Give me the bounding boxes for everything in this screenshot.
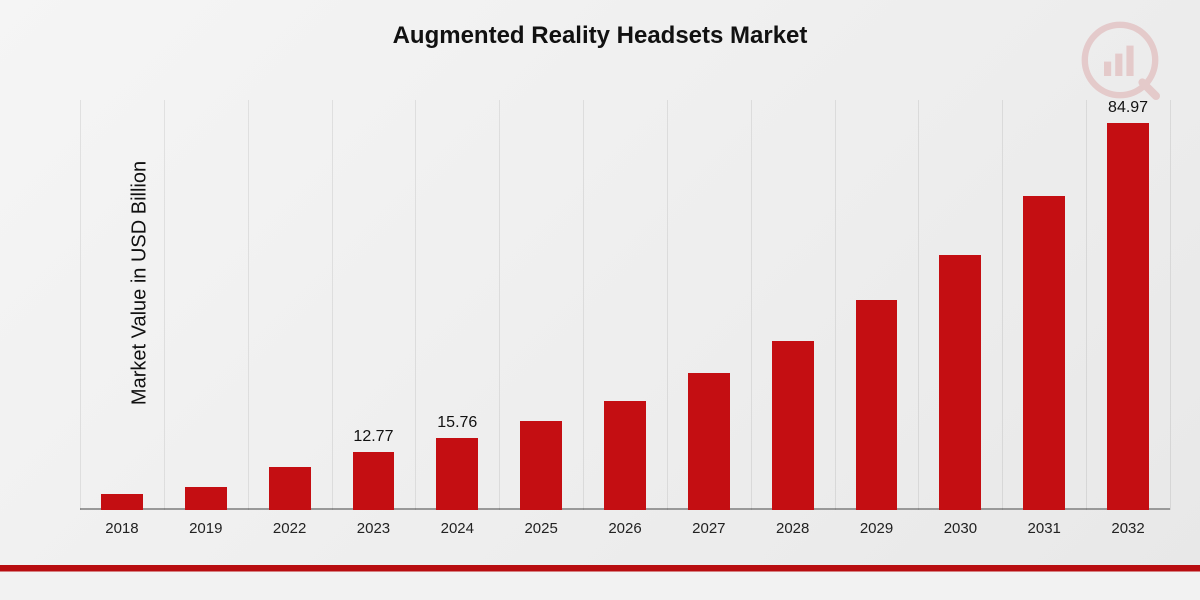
- bar: [1107, 123, 1149, 510]
- gridline: [415, 100, 416, 510]
- gridline: [248, 100, 249, 510]
- bar-value-label: 12.77: [353, 428, 393, 446]
- gridline: [332, 100, 333, 510]
- x-tick-label: 2023: [357, 520, 390, 537]
- bar: [436, 438, 478, 510]
- bar: [604, 401, 646, 510]
- x-tick-label: 2031: [1028, 520, 1061, 537]
- x-tick-label: 2025: [524, 520, 557, 537]
- bar: [185, 487, 227, 510]
- x-tick-label: 2027: [692, 520, 725, 537]
- gridline: [1086, 100, 1087, 510]
- gridline: [80, 100, 81, 510]
- x-tick-label: 2026: [608, 520, 641, 537]
- x-tick-label: 2018: [105, 520, 138, 537]
- gridline: [499, 100, 500, 510]
- footer-band: [0, 565, 1200, 600]
- bar: [1023, 196, 1065, 510]
- bar: [353, 452, 395, 510]
- gridline: [667, 100, 668, 510]
- x-tick-label: 2019: [189, 520, 222, 537]
- watermark-logo-icon: [1080, 20, 1160, 100]
- x-tick-label: 2030: [944, 520, 977, 537]
- chart-container: Augmented Reality Headsets Market Market…: [0, 0, 1200, 565]
- x-tick-label: 2029: [860, 520, 893, 537]
- gridline: [835, 100, 836, 510]
- bar: [772, 341, 814, 510]
- bar: [688, 373, 730, 510]
- gridline: [1002, 100, 1003, 510]
- bar: [856, 300, 898, 510]
- x-tick-label: 2022: [273, 520, 306, 537]
- x-tick-label: 2024: [441, 520, 474, 537]
- bar: [520, 421, 562, 510]
- gridline: [918, 100, 919, 510]
- bar-value-label: 15.76: [437, 414, 477, 432]
- bar-value-label: 84.97: [1108, 99, 1148, 117]
- x-tick-label: 2032: [1111, 520, 1144, 537]
- chart-title: Augmented Reality Headsets Market: [0, 22, 1200, 50]
- gridline: [1170, 100, 1171, 510]
- gridline: [583, 100, 584, 510]
- gridline: [751, 100, 752, 510]
- bar: [939, 255, 981, 510]
- x-tick-label: 2028: [776, 520, 809, 537]
- bar: [101, 494, 143, 510]
- plot-area: 201820192022202312.77202415.762025202620…: [80, 100, 1170, 510]
- gridline: [164, 100, 165, 510]
- bar: [269, 467, 311, 510]
